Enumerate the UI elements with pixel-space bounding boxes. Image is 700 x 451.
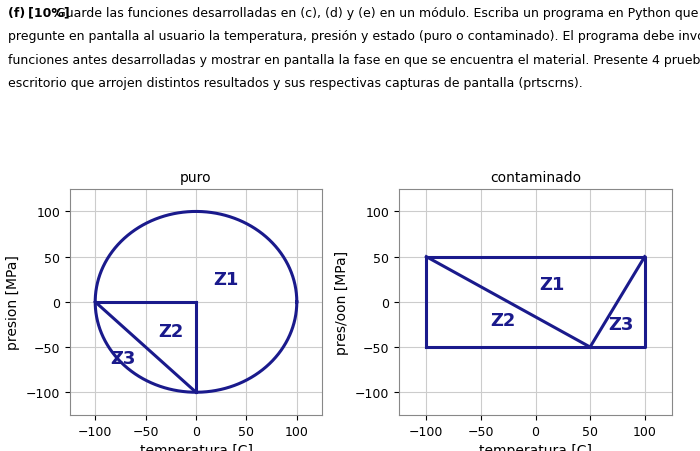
X-axis label: temperatura [C]: temperatura [C] (479, 443, 592, 451)
Text: Z2: Z2 (158, 322, 183, 340)
Text: Z1: Z1 (214, 271, 239, 289)
Title: puro: puro (180, 170, 212, 184)
Title: contaminado: contaminado (490, 170, 581, 184)
Y-axis label: pres/oon [MPa]: pres/oon [MPa] (335, 250, 349, 354)
Text: Z1: Z1 (539, 275, 565, 293)
Text: Z3: Z3 (608, 316, 634, 334)
Text: Z2: Z2 (490, 311, 515, 329)
Text: Guarde las funciones desarrolladas en (c), (d) y (e) en un módulo. Escriba un pr: Guarde las funciones desarrolladas en (c… (56, 7, 700, 20)
X-axis label: temperatura [C]: temperatura [C] (139, 443, 253, 451)
Text: pregunte en pantalla al usuario la temperatura, presión y estado (puro o contami: pregunte en pantalla al usuario la tempe… (8, 30, 700, 43)
Text: Z3: Z3 (111, 349, 136, 367)
Text: [10%]: [10%] (28, 7, 74, 20)
Text: funciones antes desarrolladas y mostrar en pantalla la fase en que se encuentra : funciones antes desarrolladas y mostrar … (8, 54, 700, 67)
Text: (f): (f) (8, 7, 30, 20)
Y-axis label: presion [MPa]: presion [MPa] (6, 255, 20, 350)
Text: escritorio que arrojen distintos resultados y sus respectivas capturas de pantal: escritorio que arrojen distintos resulta… (8, 77, 583, 90)
